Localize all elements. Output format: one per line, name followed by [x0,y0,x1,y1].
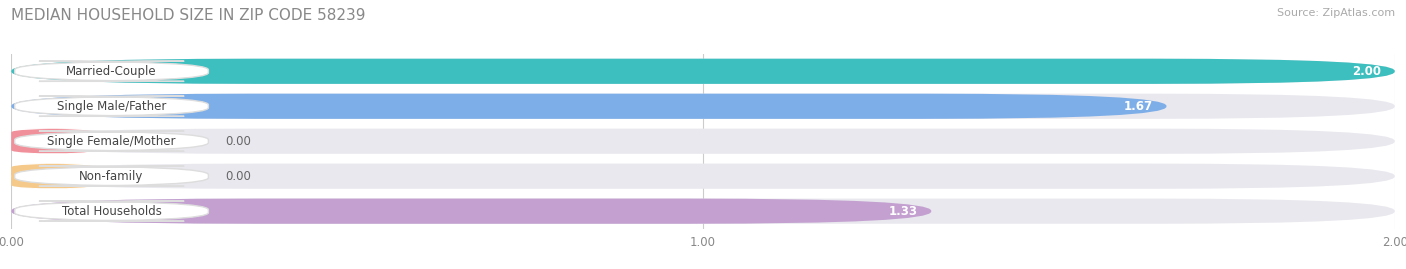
Text: Source: ZipAtlas.com: Source: ZipAtlas.com [1277,8,1395,18]
Text: Non-family: Non-family [79,170,143,183]
FancyBboxPatch shape [11,94,1395,119]
FancyBboxPatch shape [11,129,1395,154]
FancyBboxPatch shape [11,164,1395,189]
Text: Married-Couple: Married-Couple [66,65,157,78]
Text: 0.00: 0.00 [226,170,252,183]
FancyBboxPatch shape [14,61,208,81]
Text: Total Households: Total Households [62,205,162,218]
Text: 2.00: 2.00 [1353,65,1381,78]
Text: 1.33: 1.33 [889,205,918,218]
Text: 0.00: 0.00 [226,135,252,148]
FancyBboxPatch shape [14,166,208,186]
FancyBboxPatch shape [11,199,1395,224]
FancyBboxPatch shape [11,164,94,189]
FancyBboxPatch shape [14,201,208,221]
FancyBboxPatch shape [11,94,1167,119]
FancyBboxPatch shape [11,199,931,224]
Text: 1.67: 1.67 [1123,100,1153,113]
Text: MEDIAN HOUSEHOLD SIZE IN ZIP CODE 58239: MEDIAN HOUSEHOLD SIZE IN ZIP CODE 58239 [11,8,366,23]
FancyBboxPatch shape [14,96,208,116]
FancyBboxPatch shape [14,131,208,151]
Text: Single Male/Father: Single Male/Father [56,100,166,113]
Text: Single Female/Mother: Single Female/Mother [48,135,176,148]
FancyBboxPatch shape [11,129,94,154]
FancyBboxPatch shape [11,59,1395,84]
FancyBboxPatch shape [11,59,1395,84]
